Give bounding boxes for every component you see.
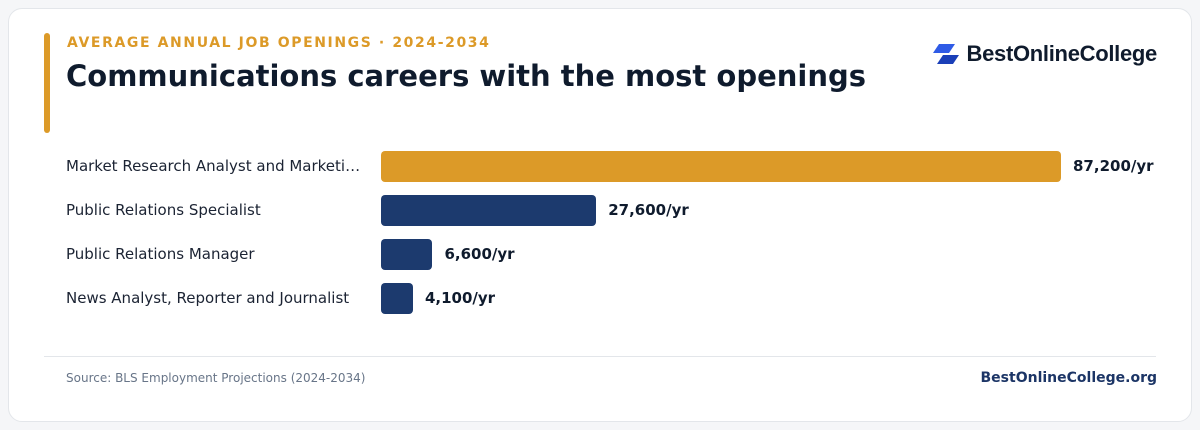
bar-value-label: 27,600/yr <box>608 201 689 219</box>
bar-value-label: 87,200/yr <box>1073 157 1154 175</box>
bar-chart: Market Research Analyst and Marketi… 87,2… <box>9 139 1193 319</box>
eyebrow-label: AVERAGE ANNUAL JOB OPENINGS · 2024-2034 <box>67 35 491 51</box>
bar-category-label: Market Research Analyst and Marketi… <box>66 157 361 175</box>
bar-category-label: Public Relations Manager <box>66 245 255 263</box>
brand-name: BestOnlineCollege <box>966 41 1158 66</box>
brand-mark-icon <box>932 44 959 64</box>
bar <box>381 151 1061 182</box>
bar-value-label: 4,100/yr <box>424 289 496 307</box>
bar <box>381 195 597 226</box>
bar <box>381 239 433 270</box>
bar-category-label: Public Relations Specialist <box>66 201 261 219</box>
chart-card: AVERAGE ANNUAL JOB OPENINGS · 2024-2034 … <box>8 8 1192 422</box>
source-note: Source: BLS Employment Projections (2024… <box>66 371 366 385</box>
site-link[interactable]: BestOnlineCollege.org <box>980 370 1157 386</box>
accent-bar <box>44 33 50 133</box>
brand-logo: BestOnlineCollege <box>932 41 1158 67</box>
footer-divider <box>44 356 1156 357</box>
bar-category-label: News Analyst, Reporter and Journalist <box>66 289 350 307</box>
bar <box>381 283 413 314</box>
bar-value-label: 6,600/yr <box>444 245 515 263</box>
chart-title: Communications careers with the most ope… <box>66 59 866 93</box>
